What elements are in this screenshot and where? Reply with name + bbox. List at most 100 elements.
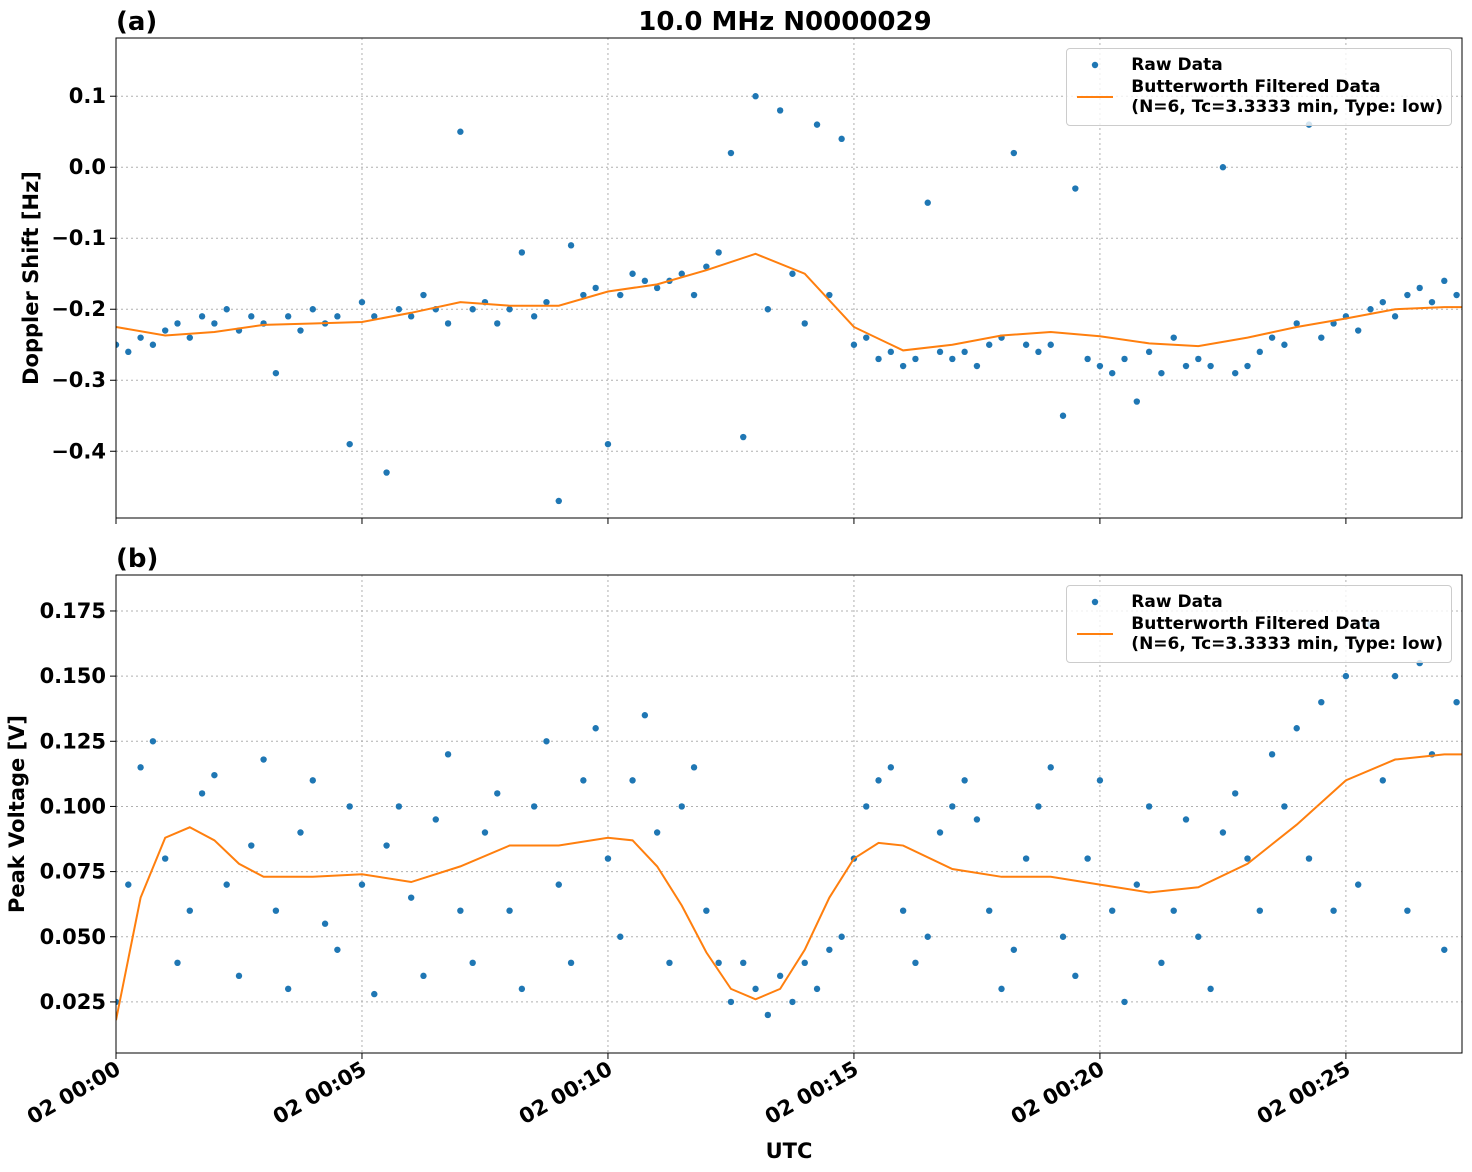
- data-point: [1404, 291, 1411, 299]
- data-point: [1379, 777, 1386, 784]
- data-point: [518, 985, 526, 993]
- data-point: [776, 972, 784, 980]
- legend-swatch: [1077, 96, 1114, 98]
- data-point: [1354, 327, 1362, 334]
- data-point: [1096, 777, 1104, 784]
- data-point: [432, 816, 439, 823]
- data-point: [912, 355, 919, 363]
- data-point: [555, 881, 562, 888]
- y-tick-label: 0.075: [40, 860, 106, 884]
- data-point: [1010, 946, 1018, 953]
- data-point: [1416, 284, 1423, 292]
- y-tick-label: 0.0: [69, 155, 106, 179]
- data-point: [924, 199, 931, 206]
- data-point: [420, 972, 427, 980]
- legend-entry: Raw Data: [1073, 55, 1443, 75]
- data-point: [1428, 298, 1436, 306]
- data-point: [1318, 334, 1325, 341]
- data-point: [690, 764, 698, 771]
- data-point: [1268, 751, 1276, 758]
- data-point: [961, 348, 968, 356]
- legend-entry: Butterworth Filtered Data (N=6, Tc=3.333…: [1073, 77, 1443, 117]
- data-point: [813, 121, 821, 128]
- x-axis-label: UTC: [766, 1139, 813, 1163]
- data-point: [789, 270, 796, 277]
- data-point: [211, 771, 218, 779]
- data-point: [174, 320, 181, 327]
- data-point: [789, 998, 796, 1006]
- data-point: [334, 313, 341, 320]
- y-tick-label: −0.4: [51, 439, 106, 463]
- data-point: [1109, 907, 1116, 914]
- data-point: [530, 313, 538, 320]
- y-tick-label: −0.1: [51, 226, 106, 250]
- data-point: [617, 933, 624, 940]
- axes-frame: [115, 574, 1463, 1054]
- data-point: [506, 306, 513, 313]
- data-point: [1293, 725, 1300, 732]
- data-point: [260, 756, 267, 763]
- data-point: [715, 959, 722, 967]
- data-point: [1342, 672, 1350, 680]
- y-axis-label: Peak Voltage [V]: [5, 715, 29, 913]
- data-point: [1441, 946, 1448, 953]
- data-point: [494, 790, 501, 797]
- data-point: [211, 320, 218, 327]
- data-point: [690, 291, 698, 299]
- data-point: [863, 334, 870, 341]
- data-point: [949, 803, 956, 810]
- data-point: [1256, 348, 1264, 356]
- data-point: [395, 306, 403, 313]
- y-tick-label: −0.3: [51, 368, 106, 392]
- data-point: [1195, 933, 1202, 940]
- legend-entry: Raw Data: [1073, 592, 1443, 612]
- data-point: [592, 725, 599, 732]
- data-point: [592, 284, 599, 292]
- data-point: [764, 306, 772, 313]
- data-point: [1035, 803, 1042, 810]
- data-point: [1244, 362, 1251, 370]
- data-point: [850, 341, 858, 348]
- data-point: [284, 985, 292, 993]
- data-point: [494, 320, 501, 327]
- data-point: [1022, 855, 1030, 862]
- data-point: [666, 959, 673, 967]
- legend-marker: [1092, 61, 1099, 69]
- data-point: [1182, 362, 1190, 370]
- data-point: [371, 990, 378, 998]
- data-point: [346, 440, 353, 448]
- data-point: [752, 93, 759, 100]
- data-point: [297, 829, 304, 836]
- data-point: [137, 764, 144, 771]
- data-point: [1035, 348, 1042, 356]
- data-point: [272, 907, 280, 914]
- data-point: [826, 946, 833, 953]
- data-point: [604, 855, 612, 862]
- filtered-line: [116, 753, 1462, 1021]
- data-point: [801, 959, 808, 967]
- data-point: [1170, 907, 1177, 914]
- data-point: [961, 777, 968, 784]
- legend: Raw Data Butterworth Filtered Data (N=6, …: [1066, 585, 1452, 663]
- data-point: [161, 855, 169, 862]
- data-point: [986, 341, 993, 348]
- data-point: [284, 313, 292, 320]
- data-point: [309, 306, 316, 313]
- data-point: [1072, 185, 1079, 192]
- data-point: [740, 433, 747, 441]
- data-point: [444, 320, 452, 327]
- data-point: [518, 249, 526, 256]
- data-point: [838, 933, 845, 940]
- data-point: [912, 959, 919, 967]
- data-point: [567, 242, 575, 249]
- data-point: [801, 320, 808, 327]
- data-point: [715, 249, 722, 256]
- data-point: [887, 764, 895, 771]
- data-point: [936, 829, 944, 836]
- y-tick-label: 0.100: [40, 794, 106, 818]
- x-tick-label: 02 00:05: [269, 1057, 371, 1129]
- x-tick-label: 02 00:20: [1007, 1057, 1109, 1129]
- data-point: [1391, 672, 1399, 680]
